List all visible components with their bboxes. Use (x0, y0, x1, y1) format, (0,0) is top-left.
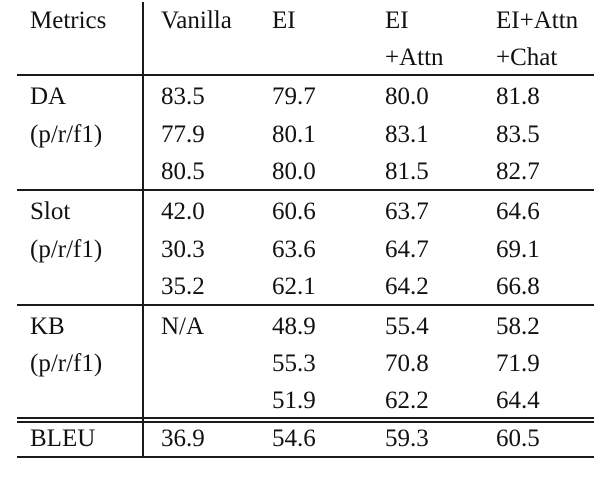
kb-r2-ei: 51.9 (272, 387, 316, 414)
kb-r0-ei: 48.9 (272, 313, 316, 340)
kb-r1-eiattn: 70.8 (385, 350, 429, 377)
kb-r0-eiattnchat: 58.2 (496, 313, 540, 340)
header-ei-attn-line1: EI (385, 7, 409, 34)
header-ei: EI (272, 7, 296, 34)
slot-r1-eiattnchat: 69.1 (496, 236, 540, 263)
kb-r1-ei: 55.3 (272, 350, 316, 377)
da-r1-eiattnchat: 83.5 (496, 121, 540, 148)
slot-r0-eiattnchat: 64.6 (496, 198, 540, 225)
metrics-column-rule (142, 2, 144, 458)
slot-r0-vanilla: 42.0 (161, 198, 205, 225)
kb-label: KB (30, 313, 65, 340)
da-r1-vanilla: 77.9 (161, 121, 205, 148)
kb-r0-vanilla: N/A (161, 313, 205, 340)
header-vanilla: Vanilla (161, 7, 232, 34)
bottom-rule (17, 456, 594, 458)
header-ei-attn-chat-line1: EI+Attn (496, 7, 579, 34)
bleu-ei: 54.6 (272, 425, 316, 452)
da-label: DA (30, 83, 67, 110)
slot-r0-eiattn: 63.7 (385, 198, 429, 225)
bleu-vanilla: 36.9 (161, 425, 205, 452)
slot-r0-ei: 60.6 (272, 198, 316, 225)
bleu-eiattn: 59.3 (385, 425, 429, 452)
results-table: Metrics Vanilla EI EI +Attn EI+Attn +Cha… (17, 2, 594, 458)
kb-r2-eiattn: 62.2 (385, 387, 429, 414)
da-r2-vanilla: 80.5 (161, 158, 205, 185)
da-r0-eiattnchat: 81.8 (496, 83, 540, 110)
group-rule-kb-bleu-top (17, 417, 594, 419)
da-r2-ei: 80.0 (272, 158, 316, 185)
slot-r2-ei: 62.1 (272, 273, 316, 300)
da-label-sub: (p/r/f1) (30, 121, 103, 148)
kb-r2-eiattnchat: 64.4 (496, 387, 540, 414)
da-r0-ei: 79.7 (272, 83, 316, 110)
slot-r2-eiattnchat: 66.8 (496, 273, 540, 300)
da-r2-eiattn: 81.5 (385, 158, 429, 185)
da-r0-vanilla: 83.5 (161, 83, 205, 110)
slot-r1-ei: 63.6 (272, 236, 316, 263)
group-rule-kb-bleu-bottom (17, 421, 594, 423)
header-rule (17, 74, 594, 76)
kb-r1-eiattnchat: 71.9 (496, 350, 540, 377)
da-r1-ei: 80.1 (272, 121, 316, 148)
group-rule-da-slot (17, 189, 594, 191)
slot-label: Slot (30, 198, 71, 225)
slot-r2-vanilla: 35.2 (161, 273, 205, 300)
header-ei-attn-line2: +Attn (385, 44, 444, 71)
da-r2-eiattnchat: 82.7 (496, 158, 540, 185)
bleu-label: BLEU (30, 425, 96, 452)
da-r1-eiattn: 83.1 (385, 121, 429, 148)
bleu-eiattnchat: 60.5 (496, 425, 540, 452)
slot-r1-vanilla: 30.3 (161, 236, 205, 263)
kb-label-sub: (p/r/f1) (30, 350, 103, 377)
slot-label-sub: (p/r/f1) (30, 236, 103, 263)
slot-r2-eiattn: 64.2 (385, 273, 429, 300)
da-r0-eiattn: 80.0 (385, 83, 429, 110)
kb-r0-eiattn: 55.4 (385, 313, 429, 340)
slot-r1-eiattn: 64.7 (385, 236, 429, 263)
header-metrics: Metrics (30, 7, 107, 34)
group-rule-slot-kb (17, 304, 594, 306)
header-ei-attn-chat-line2: +Chat (496, 44, 558, 71)
